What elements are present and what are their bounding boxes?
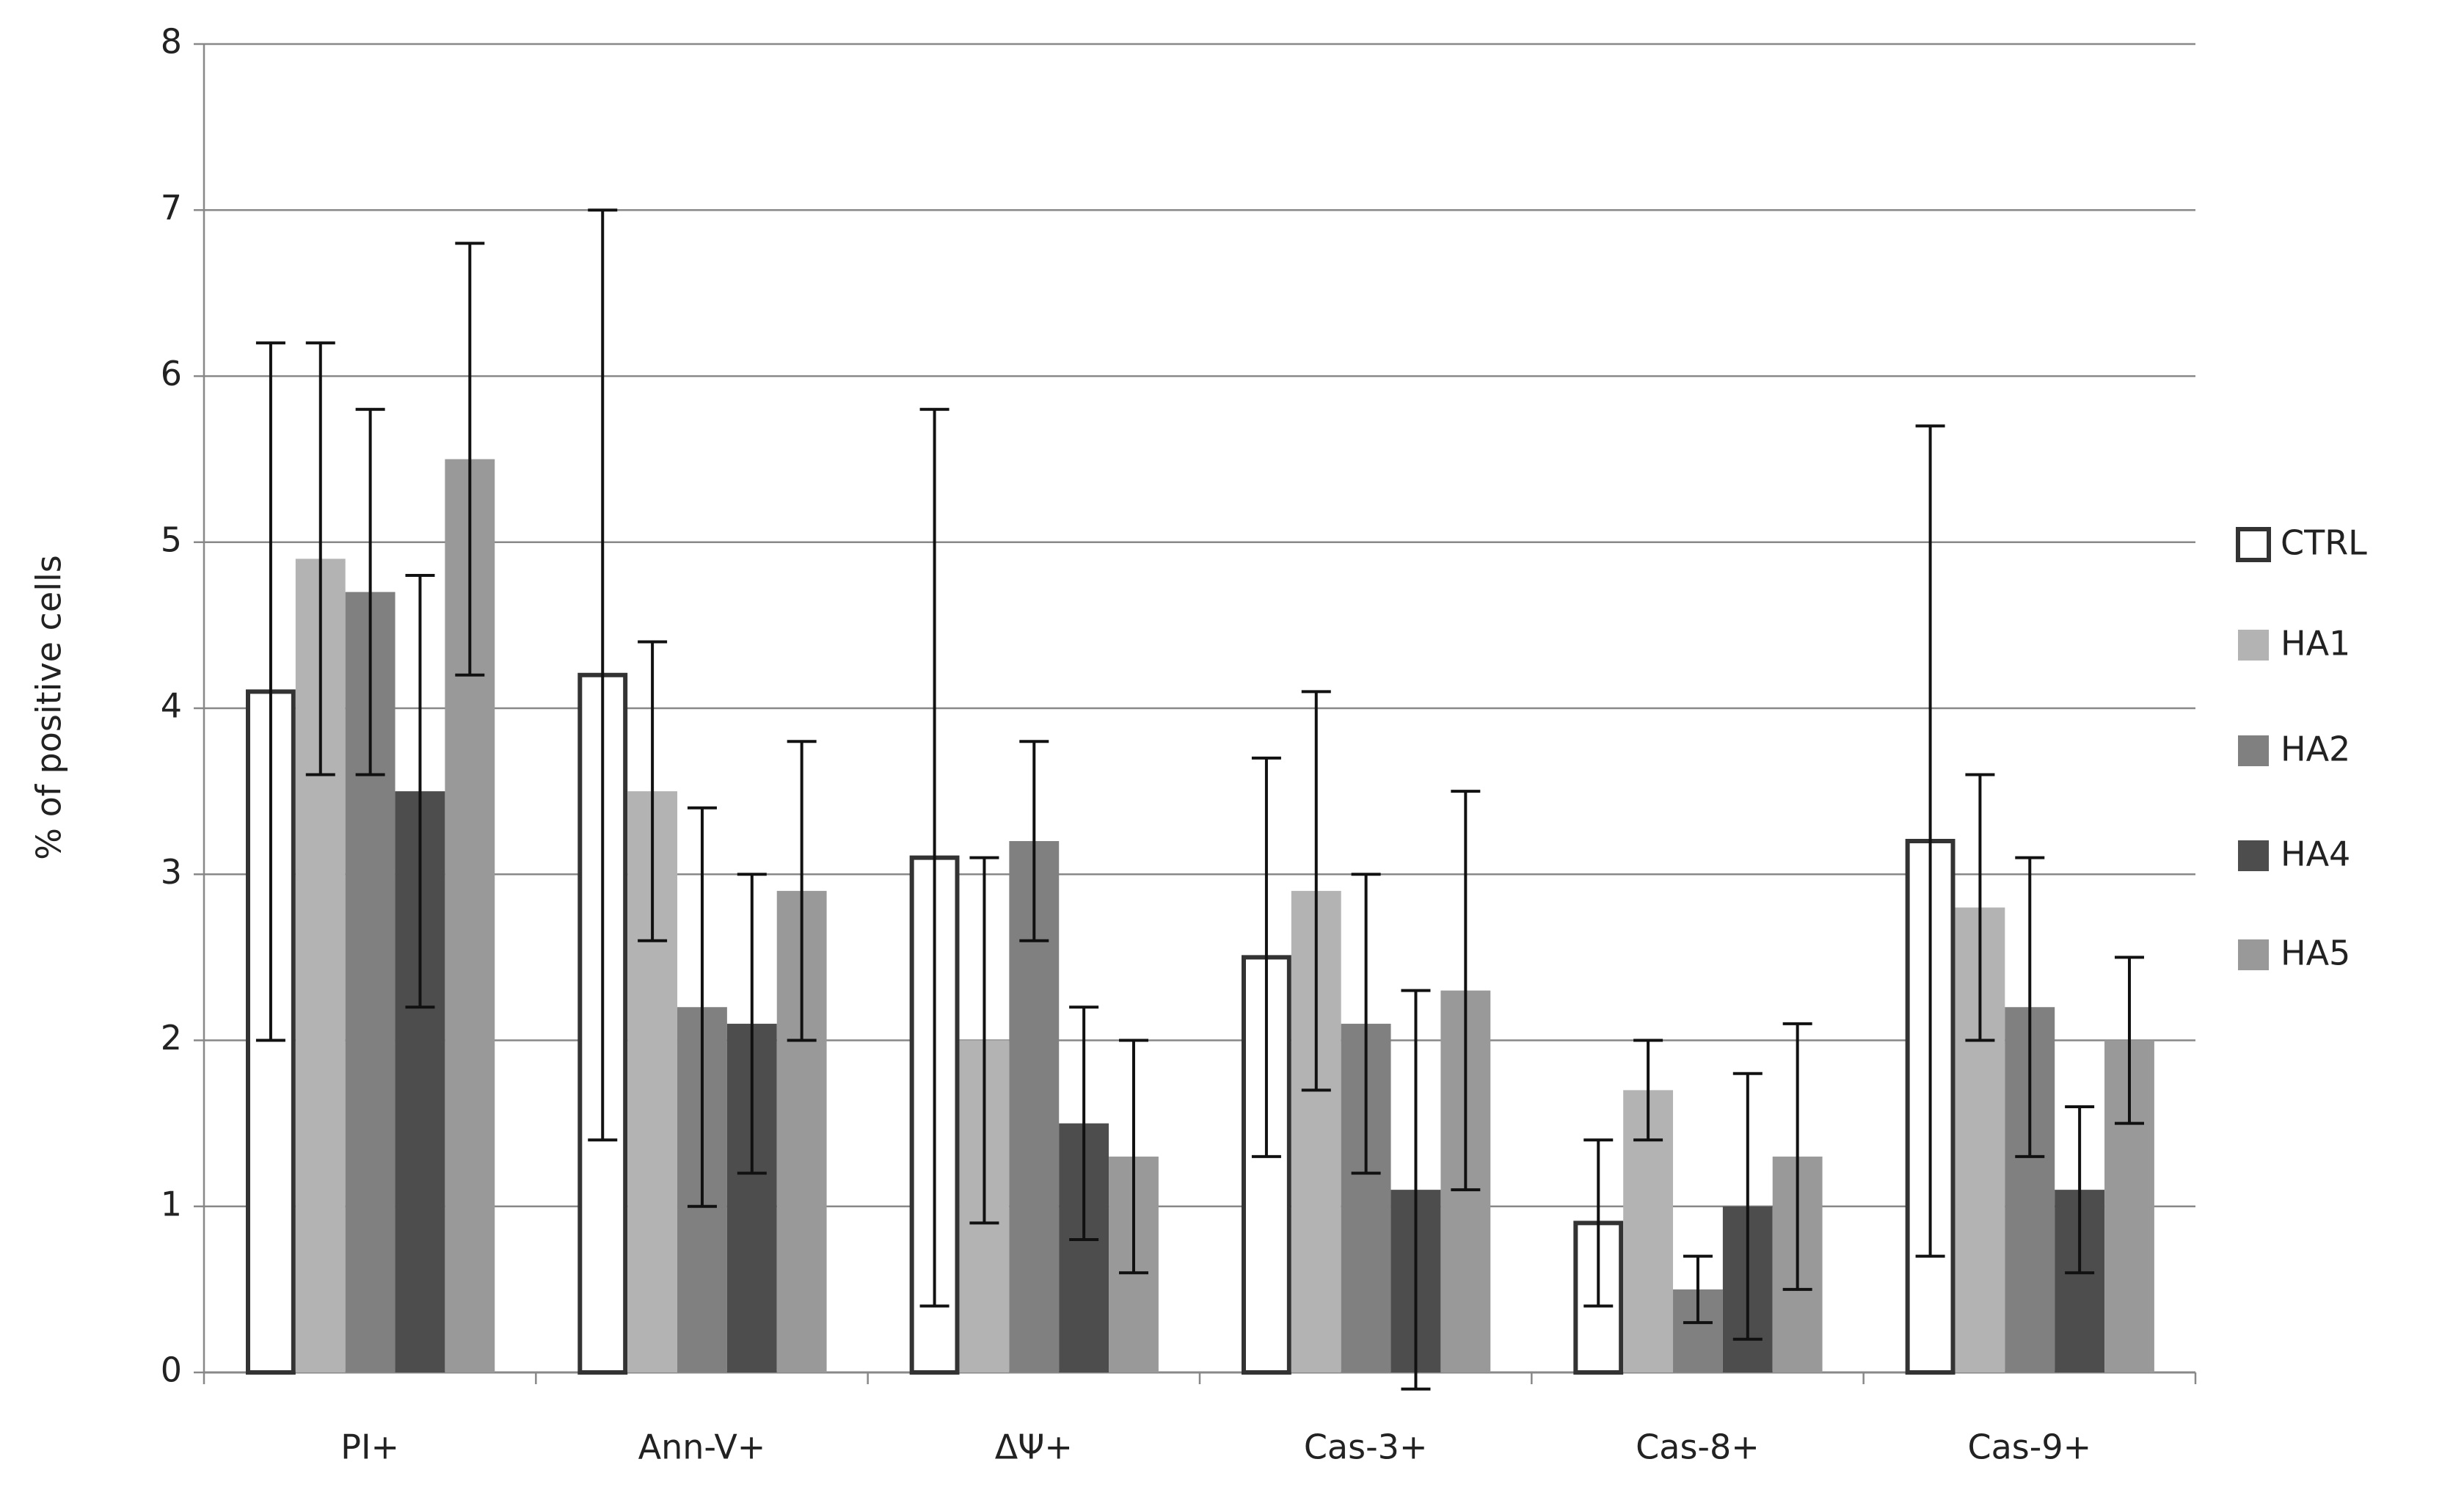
- error-bar: [2015, 856, 2045, 1158]
- x-tick-label: PI+: [340, 1427, 399, 1467]
- x-tick-label: Cas-3+: [1304, 1427, 1428, 1467]
- y-axis-label: % of positive cells: [29, 555, 69, 859]
- error-bar: [1782, 1022, 1812, 1291]
- error-bar: [1683, 1254, 1713, 1325]
- legend-swatch: [2238, 840, 2269, 871]
- error-bar: [1451, 790, 1481, 1192]
- error-bar: [1351, 873, 1381, 1175]
- x-tick-label: Ann-V+: [638, 1427, 766, 1467]
- error-bar: [1401, 989, 1431, 1391]
- error-bar: [305, 341, 335, 776]
- error-bar: [1633, 1039, 1663, 1142]
- error-bar: [687, 806, 717, 1208]
- y-tick-label: 2: [161, 1018, 182, 1058]
- error-bar: [1915, 424, 1945, 1258]
- error-bar: [1301, 690, 1331, 1092]
- error-bar: [2065, 1105, 2095, 1275]
- y-tick-label: 6: [161, 354, 182, 393]
- legend-label: HA4: [2281, 834, 2350, 874]
- legend-swatch: [2238, 735, 2269, 766]
- y-tick-label: 7: [161, 188, 182, 228]
- error-bar: [969, 856, 999, 1225]
- y-tick-label: 3: [161, 852, 182, 892]
- legend-label: HA2: [2281, 730, 2350, 769]
- error-bar: [1118, 1039, 1148, 1275]
- error-bar: [1965, 773, 1995, 1042]
- error-bar: [405, 574, 435, 1009]
- y-tick-label: 4: [161, 686, 182, 726]
- error-bar: [1019, 740, 1049, 942]
- legend-label: HA5: [2281, 934, 2350, 973]
- error-bar: [1251, 756, 1281, 1158]
- y-tick-label: 1: [161, 1184, 182, 1223]
- x-tick-label: Cas-8+: [1636, 1427, 1760, 1467]
- x-tick-label: Cas-9+: [1967, 1427, 2091, 1467]
- error-bar: [2114, 956, 2144, 1125]
- error-bar: [919, 407, 949, 1308]
- y-tick-label: 5: [161, 520, 182, 559]
- error-bar: [1583, 1138, 1614, 1308]
- error-bar: [455, 241, 485, 677]
- error-bar: [588, 208, 618, 1142]
- legend-label: CTRL: [2281, 523, 2367, 563]
- y-tick-label: 0: [161, 1350, 182, 1390]
- legend-swatch: [2236, 527, 2271, 562]
- legend-label: HA1: [2281, 624, 2350, 663]
- error-bar: [355, 407, 385, 776]
- y-tick-label: 8: [161, 22, 182, 62]
- legend-swatch: [2238, 630, 2269, 661]
- error-bar: [787, 740, 817, 1042]
- error-bar: [1732, 1072, 1763, 1341]
- legend-swatch: [2238, 939, 2269, 970]
- x-tick-label: ΔΨ+: [995, 1427, 1073, 1467]
- error-bar: [1069, 1005, 1099, 1241]
- error-bar: [255, 341, 285, 1042]
- error-bar: [737, 873, 767, 1175]
- error-bar: [638, 640, 668, 942]
